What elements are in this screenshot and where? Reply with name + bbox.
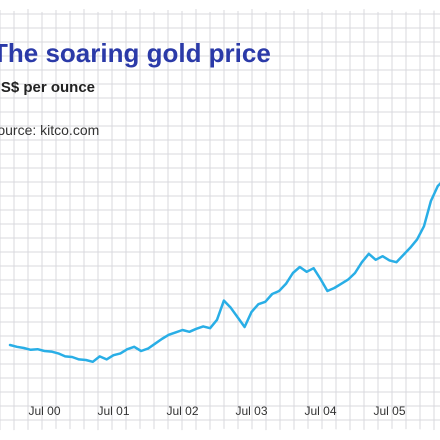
x-tick-label: Jul 00	[28, 404, 60, 418]
gold-price-line	[8, 182, 440, 364]
source-note: Source: kitco.com	[0, 122, 99, 138]
torn-paper-bottom-edge	[0, 428, 440, 440]
x-tick-label: Jul 05	[373, 404, 405, 418]
y-axis-unit-label: US$ per ounce	[0, 79, 95, 96]
torn-paper-top-edge	[0, 0, 440, 12]
x-tick-label: Jul 03	[235, 404, 267, 418]
chart-title: The soaring gold price	[0, 38, 271, 68]
x-tick-label: Jul 02	[166, 404, 198, 418]
x-tick-label: Jul 01	[97, 404, 129, 418]
x-tick-label: Jul 04	[304, 404, 336, 418]
